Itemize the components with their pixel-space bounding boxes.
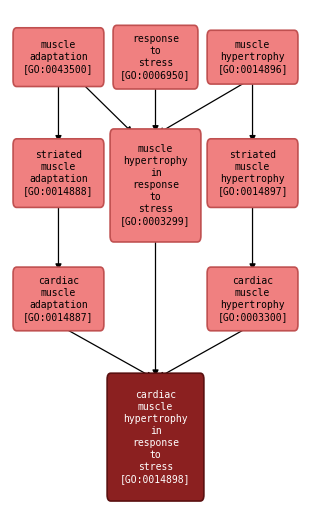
Text: striated
muscle
hypertrophy
[GO:0014897]: striated muscle hypertrophy [GO:0014897]: [217, 150, 288, 196]
Text: cardiac
muscle
adaptation
[GO:0014887]: cardiac muscle adaptation [GO:0014887]: [23, 276, 94, 322]
Text: cardiac
muscle
hypertrophy
[GO:0003300]: cardiac muscle hypertrophy [GO:0003300]: [217, 276, 288, 322]
Text: response
to
stress
[GO:0006950]: response to stress [GO:0006950]: [120, 34, 191, 80]
Text: striated
muscle
adaptation
[GO:0014888]: striated muscle adaptation [GO:0014888]: [23, 150, 94, 196]
FancyBboxPatch shape: [207, 267, 298, 331]
FancyBboxPatch shape: [13, 267, 104, 331]
FancyBboxPatch shape: [207, 30, 298, 84]
FancyBboxPatch shape: [207, 139, 298, 208]
FancyBboxPatch shape: [113, 25, 198, 89]
Text: cardiac
muscle
hypertrophy
in
response
to
stress
[GO:0014898]: cardiac muscle hypertrophy in response t…: [120, 390, 191, 484]
Text: muscle
hypertrophy
[GO:0014896]: muscle hypertrophy [GO:0014896]: [217, 40, 288, 74]
FancyBboxPatch shape: [107, 373, 204, 501]
Text: muscle
adaptation
[GO:0043500]: muscle adaptation [GO:0043500]: [23, 40, 94, 74]
FancyBboxPatch shape: [110, 129, 201, 242]
Text: muscle
hypertrophy
in
response
to
stress
[GO:0003299]: muscle hypertrophy in response to stress…: [120, 144, 191, 227]
FancyBboxPatch shape: [13, 28, 104, 86]
FancyBboxPatch shape: [13, 139, 104, 208]
